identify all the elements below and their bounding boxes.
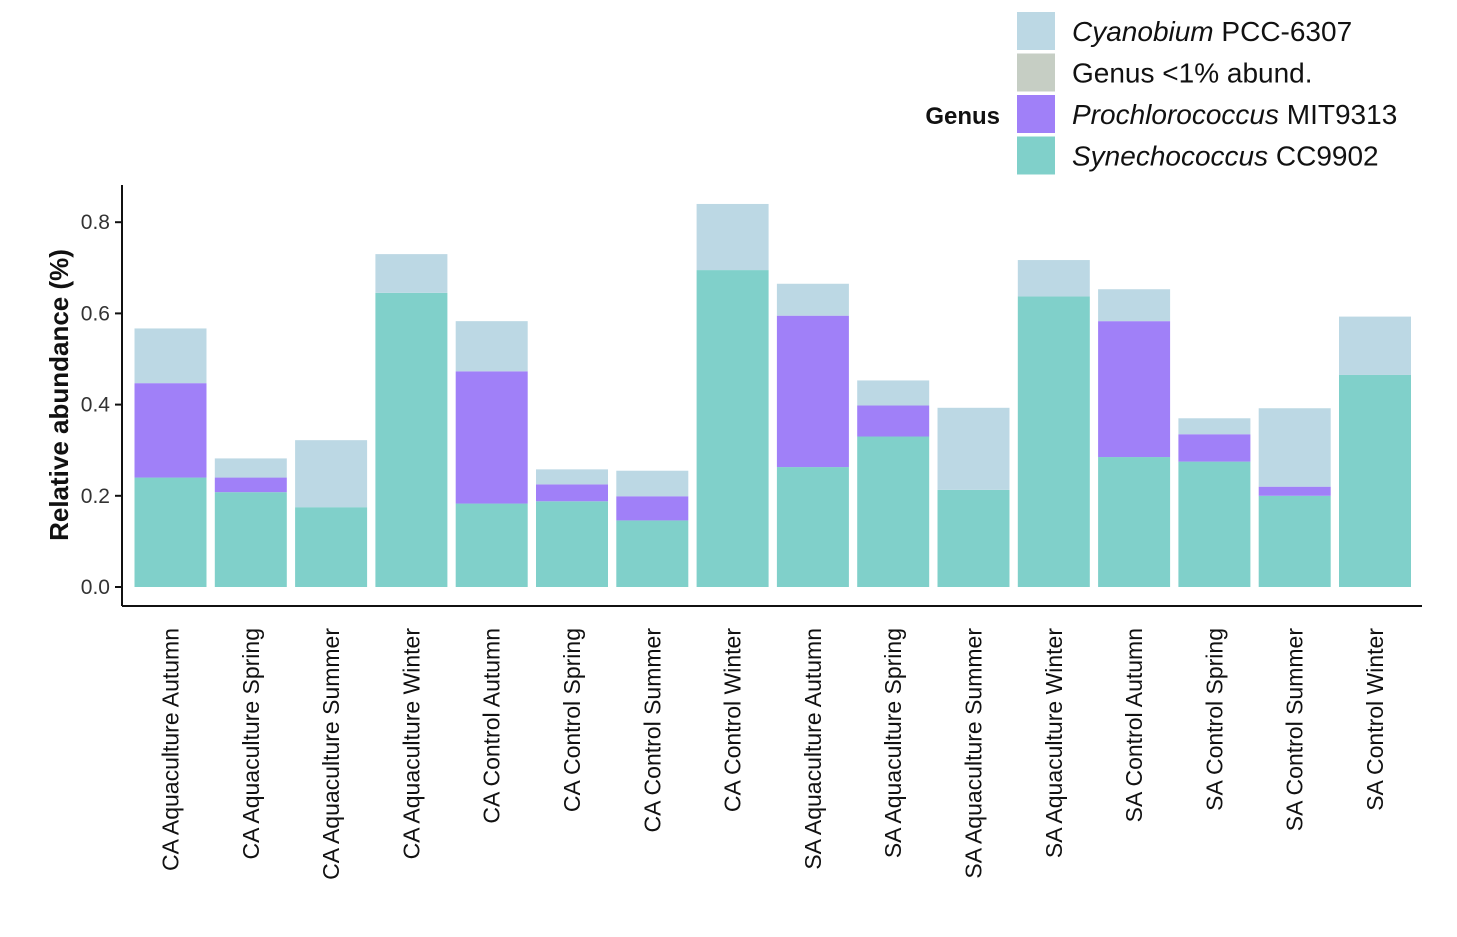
bar-segment	[1258, 486, 1331, 496]
bar-segment	[375, 254, 448, 293]
bar-segment	[455, 371, 528, 504]
bar-segment	[295, 440, 368, 508]
bar-segment	[857, 405, 930, 437]
legend-label: Genus <1% abund.	[1072, 58, 1313, 89]
bar-segment	[134, 383, 207, 478]
x-category-label: SA Control Autumn	[1121, 628, 1147, 822]
bar-segment	[295, 507, 368, 587]
x-category-label: CA Aquaculture Summer	[318, 628, 344, 880]
bar-segment	[1017, 260, 1090, 297]
bar-segment	[1339, 316, 1411, 375]
legend-key	[1017, 12, 1055, 50]
bar-segment	[857, 436, 930, 587]
bar-segment	[776, 467, 849, 587]
bar-segment	[857, 380, 930, 406]
bar-segment	[1178, 461, 1251, 587]
bar-segment	[696, 270, 769, 587]
x-category-label: SA Control Summer	[1282, 628, 1308, 832]
bar-segment	[1178, 434, 1251, 462]
legend-label: Prochlorococcus MIT9313	[1072, 99, 1397, 130]
x-category-label: SA Aquaculture Winter	[1041, 628, 1067, 858]
bar-segment	[536, 484, 608, 502]
bar-segment	[1258, 495, 1331, 587]
legend-title: Genus	[925, 103, 1000, 130]
bar-segment	[134, 328, 207, 384]
bar-segment	[455, 321, 528, 372]
x-category-label: CA Aquaculture Winter	[398, 628, 424, 860]
bar-segment	[455, 503, 528, 587]
y-tick-label: 0.2	[81, 485, 110, 508]
y-tick-label: 0.8	[81, 211, 110, 234]
bar-segment	[134, 477, 207, 587]
bar-segment	[1017, 296, 1090, 587]
bar-segment	[1098, 289, 1171, 322]
x-category-label: SA Aquaculture Spring	[880, 628, 906, 858]
legend-key	[1017, 95, 1055, 133]
bar-segment	[1258, 408, 1331, 487]
y-tick-label: 0.4	[81, 394, 111, 417]
legend-key	[1017, 53, 1055, 92]
x-labels-group: CA Aquaculture Autumn CA Aquaculture Spri…	[158, 628, 1389, 880]
x-category-label: CA Control Autumn	[479, 628, 505, 824]
legend-key	[1017, 136, 1055, 175]
bar-segment	[937, 489, 1010, 587]
bar-segment	[616, 520, 689, 587]
x-category-label: CA Control Summer	[639, 628, 665, 833]
x-category-label: CA Aquaculture Autumn	[158, 628, 184, 871]
bar-segment	[214, 492, 287, 587]
bar-segment	[1178, 418, 1251, 435]
x-category-label: CA Aquaculture Spring	[238, 628, 264, 859]
bar-segment	[536, 469, 608, 485]
bar-segment	[1098, 457, 1171, 587]
bars-group	[134, 203, 1411, 587]
legend-label: Cyanobium PCC-6307	[1072, 16, 1352, 47]
bar-segment	[616, 496, 689, 521]
y-axis-title: Relative abundance (%)	[44, 249, 74, 541]
bar-segment	[616, 470, 689, 497]
bar-segment	[937, 407, 1010, 490]
bar-segment	[776, 315, 849, 468]
bar-segment	[776, 283, 849, 316]
bar-segment	[1098, 321, 1171, 458]
legend-label: Synechococcus CC9902	[1072, 141, 1379, 172]
bar-segment	[1339, 374, 1411, 587]
bar-segment	[214, 458, 287, 478]
x-category-label: SA Control Spring	[1201, 628, 1227, 811]
y-tick-label: 0.0	[81, 576, 110, 599]
x-category-label: SA Control Winter	[1362, 628, 1388, 811]
x-category-label: CA Control Winter	[720, 628, 746, 812]
bar-segment	[536, 501, 608, 587]
x-category-label: SA Aquaculture Autumn	[800, 628, 826, 870]
legend: Genus Cyanobium PCC-6307 Genus <1% abund.…	[925, 12, 1397, 175]
y-tick-label: 0.6	[81, 302, 110, 325]
y-ticks-group: 0.0 0.2 0.4 0.6 0.8	[81, 211, 122, 599]
bar-segment	[375, 292, 448, 587]
bar-segment	[696, 203, 769, 271]
x-category-label: SA Aquaculture Summer	[961, 628, 987, 879]
bar-segment	[214, 477, 287, 493]
x-category-label: CA Control Spring	[559, 628, 585, 812]
